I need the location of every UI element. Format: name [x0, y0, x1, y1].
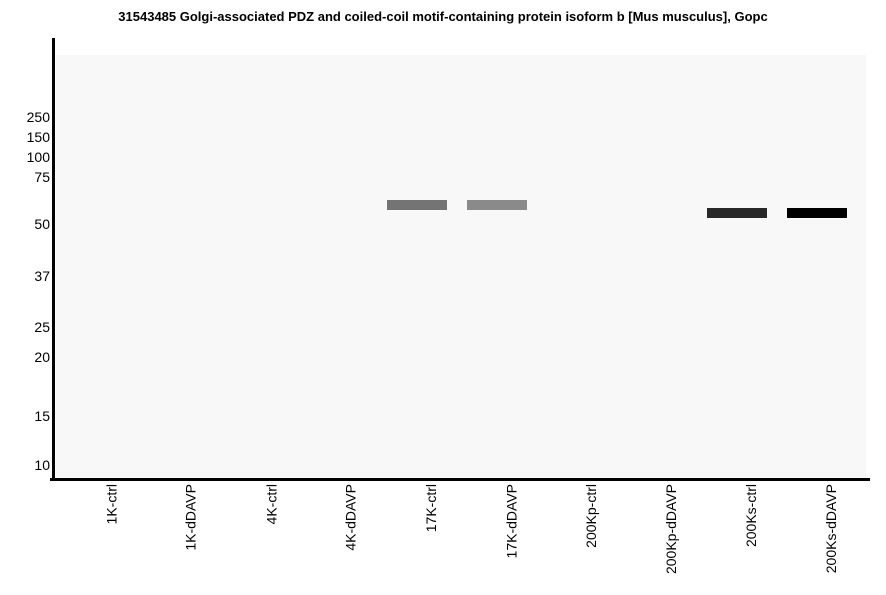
mw-tick-label: 25 [34, 319, 50, 335]
mw-tick-label: 50 [34, 216, 50, 232]
lane-label: 200Ks-ctrl [743, 484, 759, 548]
protein-band [707, 207, 767, 218]
chart-title: 31543485 Golgi-associated PDZ and coiled… [118, 9, 768, 24]
lane-label: 1K-ctrl [103, 484, 119, 525]
mw-tick-label: 10 [34, 457, 50, 473]
protein-band [787, 207, 847, 218]
mw-tick-label: 100 [26, 149, 50, 165]
y-axis [52, 38, 55, 481]
mw-tick-label: 15 [34, 408, 50, 424]
mw-tick-label: 37 [34, 268, 50, 284]
lane-label: 200Ks-dDAVP [823, 484, 839, 574]
lane-label: 4K-dDAVP [343, 484, 359, 551]
protein-band [387, 199, 447, 210]
plot-area [56, 55, 866, 478]
mw-tick-label: 75 [34, 169, 50, 185]
lane-label: 200Kp-ctrl [583, 484, 599, 548]
lane-label: 4K-ctrl [263, 484, 279, 525]
lane-label: 17K-ctrl [423, 484, 439, 533]
mw-tick-label: 150 [26, 129, 50, 145]
mw-tick-label: 20 [34, 349, 50, 365]
lane-label: 1K-dDAVP [183, 484, 199, 551]
lane-label: 200Kp-dDAVP [663, 484, 679, 575]
x-axis [50, 478, 870, 481]
protein-band [467, 199, 527, 210]
mw-tick-label: 250 [26, 109, 50, 125]
lane-label: 17K-dDAVP [503, 484, 519, 559]
